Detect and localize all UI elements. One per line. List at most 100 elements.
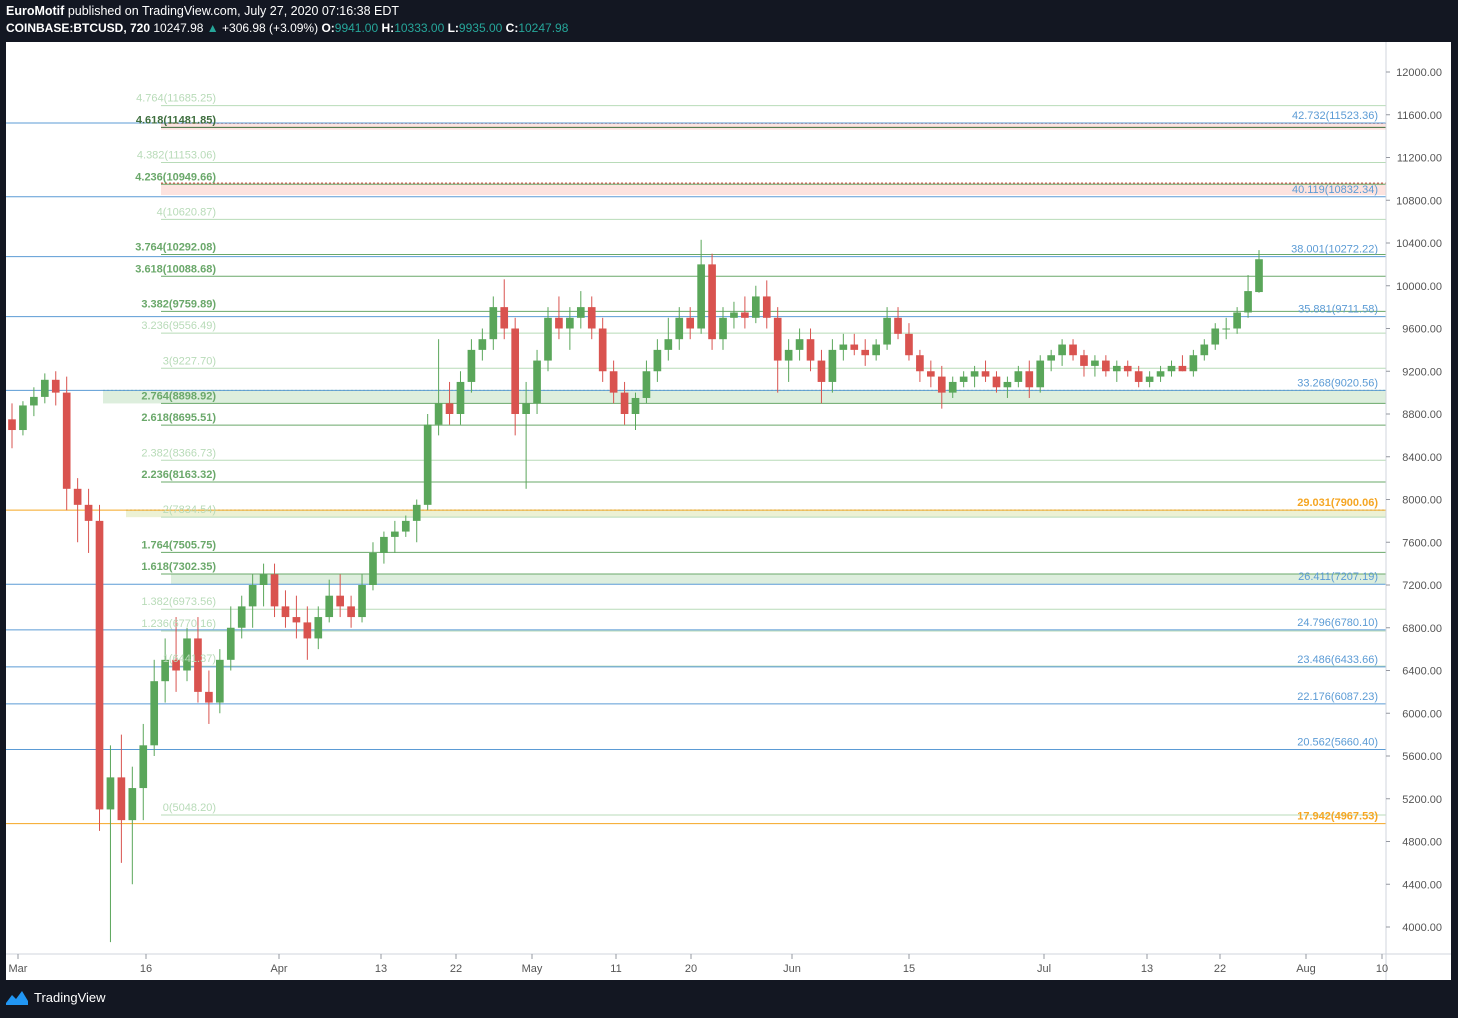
time-tick-label: Mar <box>9 963 28 975</box>
time-axis[interactable]: Mar 16 Apr 13 22 May 11 20 Jun 15 Jul 13 22 Aug 10 <box>9 954 1389 975</box>
support-level-label: 35.881(9711.58) <box>1298 304 1378 316</box>
candle-body <box>237 606 246 628</box>
candle-body <box>653 349 662 372</box>
candle-body <box>642 371 651 398</box>
chart-panel[interactable]: 4.764(11685.25) 4.618(11481.85) 4.382(1115… <box>6 42 1451 980</box>
support-level-label: 22.176(6087.23) <box>1297 691 1378 703</box>
open-value: 9941.00 <box>334 21 379 35</box>
close-value: 10247.98 <box>518 21 569 35</box>
fib-level-label: 2.382(8366.73) <box>141 447 216 459</box>
candle-body <box>631 397 640 414</box>
price-chart[interactable]: 4.764(11685.25) 4.618(11481.85) 4.382(1115… <box>6 42 1451 980</box>
fib-level-label: 0(5048.20) <box>163 802 216 814</box>
price-tick-label: 6800.00 <box>1402 623 1442 635</box>
candle-body <box>1244 291 1252 313</box>
candle-body <box>1200 344 1209 356</box>
price-tick-label: 7600.00 <box>1402 537 1442 549</box>
fib-level-label: 2(7834.54) <box>163 504 216 516</box>
price-tick-label: 8000.00 <box>1402 495 1442 507</box>
candle-body <box>773 317 782 361</box>
fib-level-label: 1.764(7505.75) <box>141 539 216 551</box>
publish-line: EuroMotif published on TradingView.com, … <box>6 3 568 20</box>
time-tick-label: 13 <box>375 963 387 975</box>
candle-body <box>161 659 169 682</box>
candle-body <box>1003 381 1012 388</box>
candle-body <box>697 264 705 329</box>
price-tick-label: 10800.00 <box>1396 195 1442 207</box>
fib-zone <box>126 510 1386 518</box>
candle-body <box>259 574 268 585</box>
price-tick-label: 10400.00 <box>1396 238 1442 250</box>
candle-body <box>423 424 432 505</box>
candle-body <box>533 360 541 404</box>
candle-body <box>1255 259 1263 293</box>
price-tick-label: 7200.00 <box>1402 580 1442 592</box>
price-tick-label: 4800.00 <box>1402 837 1442 849</box>
candle-body <box>216 659 224 703</box>
candle-body <box>391 531 399 537</box>
candles <box>8 239 1263 943</box>
candle-body <box>905 333 913 356</box>
fib-level-label: 2.236(8163.32) <box>141 469 216 481</box>
candle-body <box>948 381 957 393</box>
candle-body <box>248 585 257 607</box>
candle-body <box>489 307 498 340</box>
candle-body <box>861 349 870 356</box>
candle-body <box>401 520 410 532</box>
chart-header: EuroMotif published on TradingView.com, … <box>6 3 568 37</box>
candle-body <box>117 777 126 821</box>
candle-body <box>806 339 815 361</box>
candle-body <box>511 328 520 414</box>
price-tick-label: 10000.00 <box>1396 281 1442 293</box>
fib-zone <box>161 123 1386 130</box>
author-name[interactable]: EuroMotif <box>6 4 65 18</box>
tradingview-brand[interactable]: TradingView <box>34 990 106 1005</box>
time-tick-label: Apr <box>270 963 287 975</box>
candle-body <box>522 403 530 414</box>
time-tick-label: May <box>522 963 543 975</box>
candle-body <box>380 536 388 553</box>
fib-level-label: 3(9227.70) <box>163 355 216 367</box>
fib-level-label: 1(6441.37) <box>163 653 216 665</box>
fib-level-label: 1.236(6770.16) <box>141 618 216 630</box>
fib-level-label: 1.382(6973.56) <box>141 596 216 608</box>
price-tick-label: 6400.00 <box>1402 666 1442 678</box>
candle-body <box>817 360 826 382</box>
price-tick-label: 8800.00 <box>1402 409 1442 421</box>
candle-body <box>992 376 1001 388</box>
time-tick-label: 11 <box>610 963 621 975</box>
candle-body <box>150 681 159 746</box>
candle-body <box>95 520 104 810</box>
candle-body <box>1014 371 1023 382</box>
fib-level-label: 4.618(11481.85) <box>136 114 216 126</box>
price-axis[interactable]: 12000.00 11600.00 11200.00 10800.00 10400.00… <box>1386 67 1442 934</box>
candle-body <box>205 691 213 703</box>
price-tick-label: 4400.00 <box>1402 879 1442 891</box>
support-level-label: 17.942(4967.53) <box>1297 811 1378 823</box>
time-tick-label: 10 <box>1376 963 1388 975</box>
candle-body <box>795 339 804 350</box>
candle-body <box>172 659 180 671</box>
candle-body <box>675 317 684 340</box>
fib-level-label: 4(10620.87) <box>157 206 216 218</box>
footer: TradingView <box>6 990 106 1005</box>
symbol-label[interactable]: COINBASE:BTCUSD, 720 <box>6 21 151 35</box>
fib-level-label: 4.236(10949.66) <box>135 171 216 183</box>
fib-level-label: 3.236(9556.49) <box>141 320 216 332</box>
up-arrow-icon: ▲ <box>206 21 219 35</box>
candle-body <box>325 595 334 618</box>
candle-body <box>1058 344 1066 356</box>
candle-body <box>1080 355 1088 366</box>
fib-level-label: 4.764(11685.25) <box>136 93 216 105</box>
candle-body <box>467 349 476 382</box>
time-tick-label: Jul <box>1037 963 1051 975</box>
candle-body <box>576 307 585 318</box>
time-tick-label: 22 <box>1214 963 1226 975</box>
candle-body <box>609 371 618 393</box>
candle-body <box>1156 371 1165 377</box>
published-text: published on TradingView.com, July 27, 2… <box>67 4 400 18</box>
candle-body <box>106 777 115 810</box>
candle-body <box>500 307 509 329</box>
candle-body <box>434 403 443 425</box>
tradingview-logo-icon[interactable] <box>6 990 28 1005</box>
